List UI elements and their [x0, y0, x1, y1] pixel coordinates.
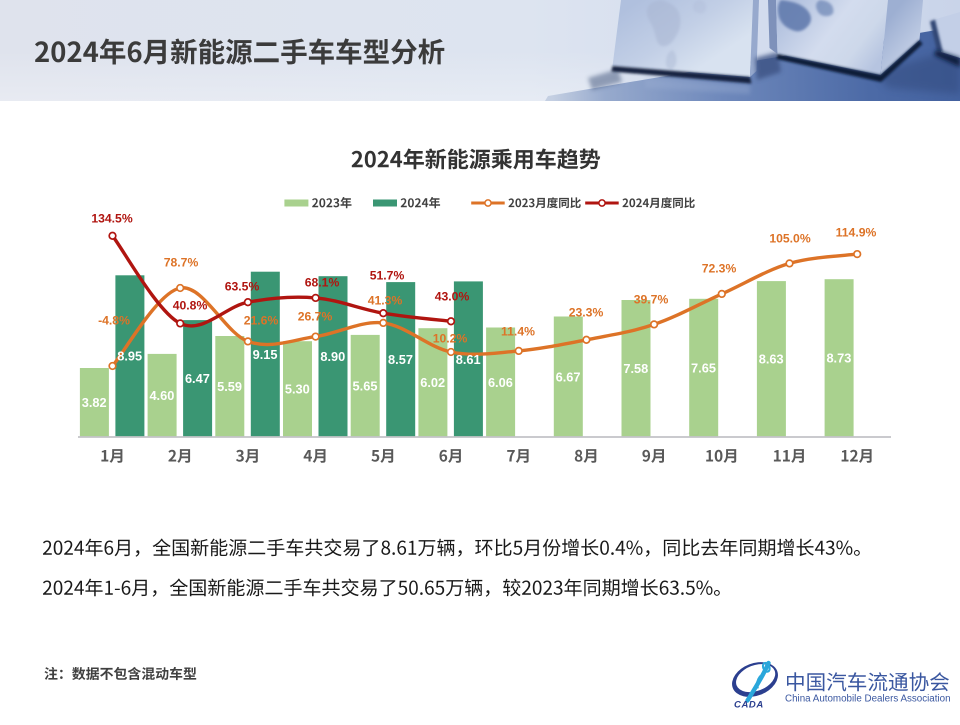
svg-text:4.60: 4.60: [149, 388, 174, 403]
svg-text:CADA: CADA: [734, 700, 764, 711]
svg-text:10.2%: 10.2%: [433, 331, 468, 345]
svg-text:114.9%: 114.9%: [836, 225, 877, 239]
svg-text:9.15: 9.15: [253, 347, 278, 362]
svg-text:6.67: 6.67: [556, 369, 581, 384]
svg-text:23.3%: 23.3%: [569, 305, 604, 319]
svg-text:8.63: 8.63: [759, 352, 784, 367]
svg-text:40.8%: 40.8%: [173, 298, 208, 312]
svg-text:6.02: 6.02: [420, 375, 445, 390]
svg-text:6.06: 6.06: [488, 375, 513, 390]
svg-text:78.7%: 78.7%: [164, 255, 199, 269]
svg-text:63.5%: 63.5%: [225, 279, 260, 293]
svg-text:8.73: 8.73: [826, 351, 851, 366]
svg-text:39.7%: 39.7%: [634, 292, 669, 306]
svg-text:5.65: 5.65: [353, 379, 378, 394]
svg-text:43.0%: 43.0%: [435, 289, 470, 303]
svg-text:68.1%: 68.1%: [305, 275, 340, 289]
svg-text:105.0%: 105.0%: [769, 231, 810, 245]
svg-text:11.4%: 11.4%: [501, 324, 535, 338]
svg-text:5.30: 5.30: [285, 382, 310, 397]
svg-text:21.6%: 21.6%: [244, 313, 279, 327]
svg-text:134.5%: 134.5%: [91, 211, 132, 225]
svg-text:26.7%: 26.7%: [298, 309, 333, 323]
svg-text:72.3%: 72.3%: [702, 261, 737, 275]
svg-text:8.95: 8.95: [117, 349, 142, 364]
svg-text:7.58: 7.58: [623, 361, 648, 376]
svg-text:5.59: 5.59: [217, 379, 242, 394]
svg-text:3.82: 3.82: [82, 395, 107, 410]
svg-text:China Automobile Dealers Assoc: China Automobile Dealers Association: [785, 694, 951, 705]
svg-text:41.3%: 41.3%: [368, 293, 403, 307]
svg-text:8.57: 8.57: [388, 352, 413, 367]
svg-text:8.90: 8.90: [320, 349, 345, 364]
svg-text:6.47: 6.47: [185, 371, 210, 386]
svg-text:7.65: 7.65: [691, 361, 716, 376]
svg-text:51.7%: 51.7%: [370, 268, 405, 282]
svg-text:8.61: 8.61: [456, 352, 481, 367]
svg-text:-4.8%: -4.8%: [98, 313, 130, 327]
